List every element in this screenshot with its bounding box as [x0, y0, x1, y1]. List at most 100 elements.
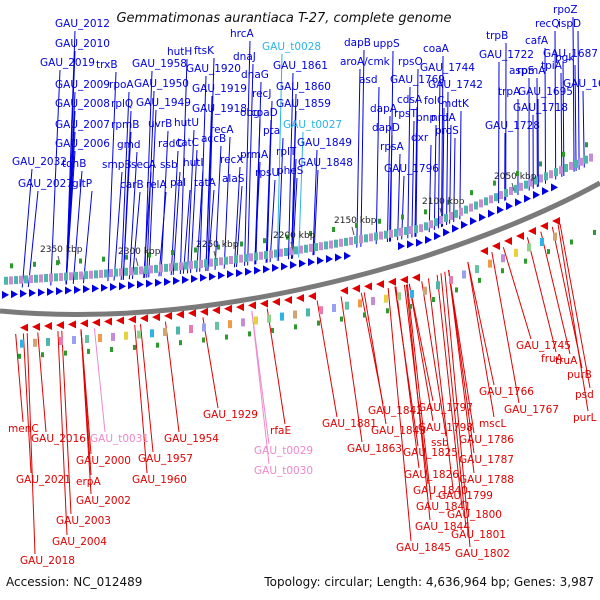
reverse-cds-arrow: [528, 227, 536, 235]
gene-label-gau-1744: GAU_1744: [420, 62, 475, 74]
reverse-cds-arrow: [176, 310, 184, 319]
cog-band-forward: [489, 195, 493, 204]
cog-band-forward: [234, 255, 238, 264]
cog-band-reverse: [163, 327, 167, 336]
gene-label-psd: psd: [575, 389, 594, 401]
cog-band-forward: [284, 247, 288, 256]
feature-tracks: [0, 142, 600, 359]
gene-label-gau-1957: GAU_1957: [138, 453, 193, 465]
cog-band-reverse: [306, 308, 310, 317]
gene-label-gau-1849: GAU_1849: [297, 137, 352, 149]
cog-band-forward: [559, 166, 563, 175]
gene-label-gau-1674: GAU_1674: [563, 78, 600, 90]
forward-cds-arrow: [47, 287, 54, 296]
gene-label-gau-1728: GAU_1728: [485, 120, 540, 132]
gc-tick-inner: [478, 277, 481, 283]
leader-line-hutu: [186, 129, 195, 274]
cog-band-forward: [524, 180, 528, 189]
gene-label-gau-1788: GAU_1788: [459, 474, 514, 486]
forward-cds-arrow: [524, 194, 531, 203]
reverse-cds-arrow: [412, 273, 420, 282]
cog-band-forward: [54, 273, 58, 282]
cog-band-forward: [4, 276, 8, 285]
cog-band-forward: [384, 230, 388, 239]
leader-line-cafa: [544, 47, 546, 184]
leader-line-gau-1799: [427, 278, 454, 490]
leader-line-gau-t0031: [93, 328, 106, 433]
gene-label-coaa: coaA: [423, 43, 450, 55]
leader-line-gau-2003: [61, 330, 72, 515]
gene-label-trxb: trxB: [96, 59, 118, 71]
cog-band-forward: [514, 184, 518, 193]
gc-tick-inner: [110, 346, 113, 352]
cog-band-forward: [474, 201, 478, 210]
gene-label-uvrb: uvrB: [148, 118, 172, 130]
leader-line-ssb: [421, 281, 447, 437]
gene-label-gau-1840: GAU_1840: [413, 485, 468, 497]
forward-cds-arrow: [299, 259, 306, 268]
forward-cds-arrow: [497, 205, 504, 214]
forward-cds-arrow: [254, 266, 261, 275]
cog-band-forward: [174, 262, 178, 271]
forward-cds-arrow: [506, 202, 513, 211]
gc-tick-inner: [294, 324, 297, 330]
forward-cds-arrow: [209, 272, 216, 281]
gene-label-frua: fruA: [541, 353, 564, 365]
gene-label-gau-2007: GAU_2007: [55, 119, 110, 131]
gc-tick-outer: [378, 218, 381, 224]
leader-line-gau-1863: [340, 296, 363, 443]
gc-tick-inner: [340, 316, 343, 322]
gene-label-gau-1859: GAU_1859: [276, 98, 331, 110]
gene-label-rpso: rpsO: [398, 56, 423, 68]
cog-band-forward: [439, 216, 443, 225]
forward-cds-arrow: [101, 283, 108, 292]
leader-line-trua: [540, 231, 571, 355]
gene-label-gau-1960: GAU_1960: [132, 474, 187, 486]
gene-label-cafa: cafA: [525, 35, 549, 47]
leader-line-gau-1766: [467, 261, 495, 386]
cog-band-reverse: [553, 232, 557, 241]
cog-band-forward: [374, 232, 378, 241]
forward-cds-arrow: [11, 290, 18, 299]
leader-line-gau-1744: [437, 74, 441, 229]
cog-band-reverse: [202, 323, 206, 332]
cog-band-forward: [254, 252, 258, 261]
cog-band-forward: [14, 276, 18, 285]
cog-band-reverse: [150, 329, 154, 338]
cog-band-reverse: [527, 243, 531, 252]
leader-line-pgk: [574, 64, 577, 171]
kbp-tick: [135, 257, 139, 267]
leader-line-coaa: [440, 55, 444, 228]
forward-cds-arrow: [164, 277, 171, 286]
kbp-label-2250-kbp: 2250 kbp: [196, 240, 239, 250]
leader-line-gau-2002: [80, 329, 92, 495]
gc-tick-outer: [171, 250, 174, 256]
leader-line-huth: [179, 58, 188, 275]
cog-band-forward: [64, 272, 68, 281]
reverse-cds-arrow: [32, 322, 40, 331]
gc-tick-inner: [87, 348, 90, 354]
cog-band-forward: [539, 174, 543, 183]
cog-band-forward: [309, 243, 313, 252]
leader-line-gau-1918: [205, 115, 213, 272]
gene-label-dxr: dxr: [411, 132, 429, 144]
gene-label-gau-1718: GAU_1718: [513, 102, 568, 114]
leader-line-gau-1849: [312, 149, 318, 256]
gene-label-gau-1799: GAU_1799: [438, 490, 493, 502]
cog-band-forward: [34, 274, 38, 283]
cog-band-forward: [464, 205, 468, 214]
accession-label: Accession: NC_012489: [6, 575, 142, 589]
cog-band-reverse: [384, 294, 388, 303]
cog-band-forward: [534, 176, 538, 185]
gene-label-recx: recX: [220, 154, 244, 166]
reverse-cds-arrow: [152, 313, 160, 322]
leader-line-gau-2016: [37, 332, 47, 433]
gene-label-dnag: dnaG: [241, 69, 269, 81]
gene-label-rpsu: rpsU: [255, 167, 279, 179]
leader-line-purl: [557, 224, 589, 412]
leader-line-hrca: [244, 40, 251, 266]
leader-line-gau-1826: [395, 286, 420, 469]
leader-line-gau-1797: [408, 283, 434, 402]
kbp-label-2200-kbp: 2200 kbp: [273, 231, 316, 241]
leader-line-gau-1798: [408, 283, 434, 422]
